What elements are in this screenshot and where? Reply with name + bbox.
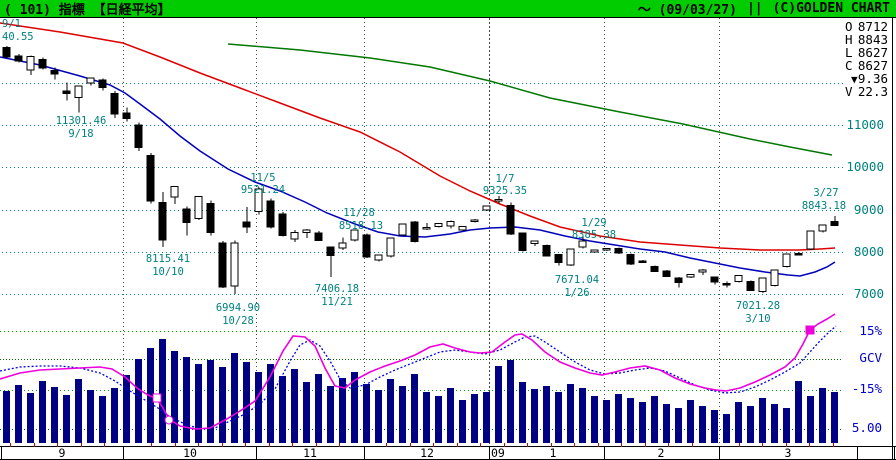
svg-text:11: 11 [303, 446, 317, 460]
svg-text:8518.13: 8518.13 [339, 220, 383, 232]
svg-text:8115.41: 8115.41 [146, 253, 190, 265]
svg-text:1/26: 1/26 [564, 287, 589, 299]
gcv-signal-markers [152, 325, 815, 425]
page-title: ( 101) 指標 【日経平均】 [4, 3, 171, 18]
svg-text:9: 9 [59, 446, 66, 460]
candlesticks [2, 45, 839, 295]
svg-text:2: 2 [658, 446, 665, 460]
svg-text:7406.18: 7406.18 [315, 283, 359, 295]
svg-text:3/10: 3/10 [745, 313, 770, 325]
month-axis-row: 9 10 11 12 09 1 2 3 [0, 446, 896, 460]
week-ticks [10, 443, 834, 447]
svg-text:9.36: 9.36 [858, 71, 888, 86]
svg-text:9521.24: 9521.24 [241, 184, 285, 196]
svg-text:9325.35: 9325.35 [483, 185, 527, 197]
ma-mid-red [0, 22, 836, 251]
buy-signal-square-icon [152, 393, 162, 403]
svg-text:11301.46: 11301.46 [56, 115, 107, 127]
svg-text:12: 12 [420, 446, 434, 460]
buy-signal-square-filled-icon [805, 325, 815, 335]
svg-text:L: L [845, 45, 853, 60]
ma-long-green [227, 43, 833, 156]
sell-signal-circle-icon [164, 415, 174, 425]
svg-text:1/7: 1/7 [496, 173, 515, 185]
ohlc-panel: O 8712 H 8843 L 8627 C 8627▼ 9.36 V 22.3 [845, 19, 888, 99]
title-bar: ( 101) 指標 【日経平均】 ～ (09/03/27) || (C)GOLD… [0, 0, 896, 18]
svg-text:8843: 8843 [858, 32, 888, 47]
svg-text:09: 09 [491, 446, 505, 460]
svg-text:10/10: 10/10 [152, 266, 184, 278]
svg-text:V: V [845, 84, 853, 99]
svg-text:-15%: -15% [852, 381, 883, 396]
svg-text:7000: 7000 [854, 286, 884, 301]
svg-text:C: C [845, 58, 853, 73]
svg-text:H: H [845, 32, 853, 47]
svg-text:6994.90: 6994.90 [216, 302, 260, 314]
svg-text:3/27: 3/27 [813, 187, 838, 199]
price-annotations: 9/140.5511301.469/1811/59521.248115.4110… [2, 18, 846, 327]
svg-text:O: O [845, 19, 853, 34]
svg-text:10000: 10000 [846, 159, 884, 174]
svg-text:10: 10 [183, 446, 197, 460]
svg-text:11/28: 11/28 [343, 207, 375, 219]
title-separator: || [746, 1, 763, 16]
svg-text:GCV: GCV [859, 350, 882, 365]
right-axis-labels: 11000 10000 9000 8000 7000 15% GCV -15% 5.00 [846, 117, 884, 435]
svg-text:8627: 8627 [858, 58, 888, 73]
svg-text:11/21: 11/21 [321, 296, 353, 308]
svg-text:11/5: 11/5 [250, 172, 275, 184]
svg-text:10/28: 10/28 [222, 315, 254, 327]
svg-text:7671.04: 7671.04 [555, 274, 599, 286]
svg-text:1: 1 [550, 446, 557, 460]
copyright-label: (C)GOLDEN CHART [772, 1, 890, 16]
svg-text:9000: 9000 [854, 202, 884, 217]
svg-text:▼: ▼ [851, 73, 858, 86]
svg-text:8843.18: 8843.18 [802, 200, 846, 212]
svg-text:8627: 8627 [858, 45, 888, 60]
svg-text:40.55: 40.55 [2, 31, 34, 43]
svg-text:8385.38: 8385.38 [572, 229, 616, 241]
svg-text:22.3: 22.3 [858, 84, 888, 99]
svg-text:8000: 8000 [854, 244, 884, 259]
svg-text:15%: 15% [859, 323, 882, 338]
svg-text:5.00: 5.00 [852, 420, 882, 435]
title-bar-right: ～ (09/03/27) || (C)GOLDEN CHART [638, 0, 896, 18]
svg-text:3: 3 [785, 446, 792, 460]
svg-text:11000: 11000 [846, 117, 884, 132]
gcv-main-line [0, 313, 836, 430]
volume-bars [3, 339, 838, 443]
date-range-label: ～ (09/03/27) [637, 3, 737, 18]
svg-text:9/1: 9/1 [2, 18, 21, 30]
svg-text:9/18: 9/18 [68, 128, 93, 140]
svg-text:8712: 8712 [858, 19, 888, 34]
svg-text:7021.28: 7021.28 [736, 300, 780, 312]
svg-text:1/29: 1/29 [581, 217, 606, 229]
ma-short-blue [0, 56, 836, 277]
